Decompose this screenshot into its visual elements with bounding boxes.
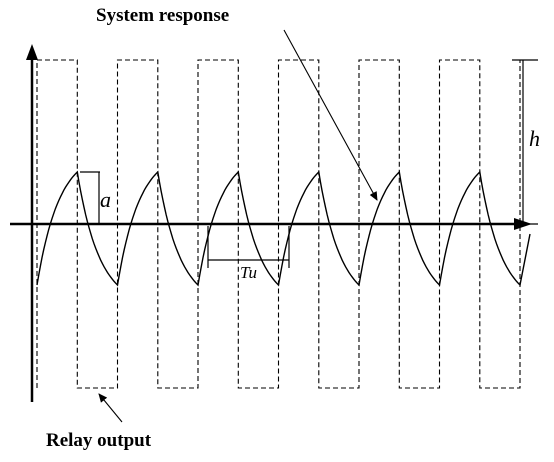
vertical-axis-arrow [26, 44, 38, 60]
relay-output-pointer [98, 393, 123, 423]
system-response-pointer [283, 29, 378, 201]
system-response-label: System response [96, 5, 229, 26]
relay-output-wave [36, 59, 521, 389]
relay-output-label: Relay output [46, 430, 152, 451]
relay-h-label: h [529, 126, 540, 151]
system-response-curve [36, 170, 531, 287]
amplitude-a-label: a [100, 187, 111, 212]
period-tu-label: Tu [240, 263, 257, 282]
